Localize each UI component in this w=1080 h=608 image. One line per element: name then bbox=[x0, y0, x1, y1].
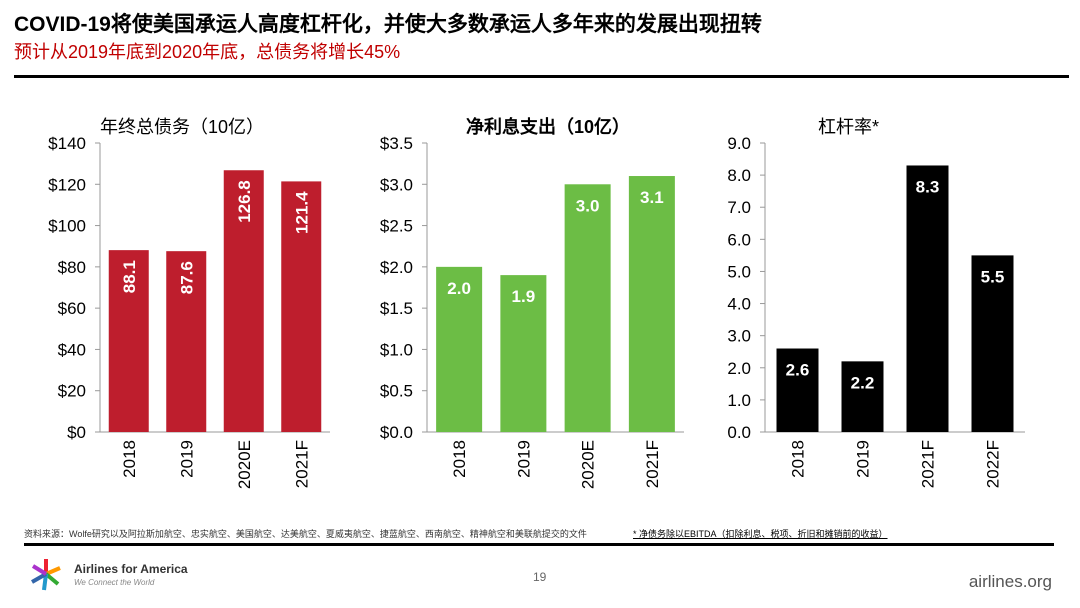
bar bbox=[906, 165, 949, 432]
y-tick-label: 3.0 bbox=[727, 327, 751, 346]
x-tick-label: 2019 bbox=[514, 440, 533, 478]
bottom-divider bbox=[24, 543, 1054, 546]
y-tick-label: 7.0 bbox=[727, 198, 751, 217]
chart-title-interest: 净利息支出（10亿） bbox=[466, 117, 631, 137]
y-tick-label: $2.0 bbox=[380, 258, 413, 277]
bar bbox=[108, 250, 149, 432]
y-tick-label: $0 bbox=[67, 423, 86, 442]
data-label: 3.0 bbox=[576, 196, 600, 215]
bar bbox=[776, 348, 819, 432]
bar bbox=[223, 170, 264, 432]
y-tick-label: 2.0 bbox=[727, 359, 751, 378]
data-label: 5.5 bbox=[981, 267, 1005, 286]
x-tick-label: 2019 bbox=[177, 440, 196, 478]
y-tick-label: $3.5 bbox=[380, 134, 413, 153]
x-tick-label: 2020E bbox=[579, 440, 598, 489]
chart-title-debt: 年终总债务（10亿） bbox=[100, 117, 265, 137]
logo-tagline: We Connect the World bbox=[74, 578, 155, 587]
y-tick-label: $1.5 bbox=[380, 299, 413, 318]
data-label: 2.6 bbox=[786, 361, 810, 380]
bar bbox=[971, 255, 1014, 432]
y-tick-label: $0.5 bbox=[380, 382, 413, 401]
y-tick-label: $100 bbox=[48, 217, 86, 236]
y-tick-label: $2.5 bbox=[380, 217, 413, 236]
bar bbox=[628, 176, 675, 432]
y-tick-label: 0.0 bbox=[727, 423, 751, 442]
bar bbox=[564, 184, 611, 432]
y-tick-label: $140 bbox=[48, 134, 86, 153]
y-tick-label: 6.0 bbox=[727, 230, 751, 249]
data-label: 2.0 bbox=[447, 279, 471, 298]
x-tick-label: 2019 bbox=[854, 440, 873, 478]
bar bbox=[281, 181, 322, 432]
website-link: airlines.org bbox=[968, 572, 1052, 591]
y-tick-label: 4.0 bbox=[727, 295, 751, 314]
footnote: * 净债务除以EBITDA（扣除利息、税项、折旧和摊销前的收益） bbox=[633, 529, 888, 539]
y-tick-label: $1.0 bbox=[380, 340, 413, 359]
x-tick-label: 2018 bbox=[120, 440, 139, 478]
y-tick-label: $120 bbox=[48, 175, 86, 194]
data-label: 1.9 bbox=[512, 287, 536, 306]
slide-title: COVID-19将使美国承运人高度杠杆化，并使大多数承运人多年来的发展出现扭转 bbox=[14, 13, 762, 36]
bar bbox=[436, 266, 483, 432]
x-tick-label: 2018 bbox=[789, 440, 808, 478]
y-tick-label: $80 bbox=[58, 258, 86, 277]
logo-text: Airlines for America bbox=[74, 562, 188, 576]
x-tick-label: 2020E bbox=[235, 440, 254, 489]
x-tick-label: 2021F bbox=[292, 440, 311, 488]
x-tick-label: 2021F bbox=[919, 440, 938, 488]
data-label: 88.1 bbox=[120, 260, 139, 293]
bar bbox=[841, 361, 884, 432]
data-label: 2.2 bbox=[851, 373, 875, 392]
y-tick-label: $0.0 bbox=[380, 423, 413, 442]
x-tick-label: 2018 bbox=[450, 440, 469, 478]
top-divider bbox=[14, 75, 1069, 78]
y-tick-label: 5.0 bbox=[727, 262, 751, 281]
y-tick-label: 9.0 bbox=[727, 134, 751, 153]
page-number: 19 bbox=[533, 570, 547, 584]
y-tick-label: 8.0 bbox=[727, 166, 751, 185]
chart-title-leverage: 杠杆率* bbox=[818, 117, 880, 137]
x-tick-label: 2021F bbox=[643, 440, 662, 488]
data-label: 8.3 bbox=[916, 177, 940, 196]
data-label: 126.8 bbox=[235, 180, 254, 223]
bar bbox=[166, 251, 207, 432]
data-label: 87.6 bbox=[177, 261, 196, 294]
slide-subtitle: 预计从2019年底到2020年底，总债务将增长45% bbox=[14, 42, 401, 62]
y-tick-label: $20 bbox=[58, 382, 86, 401]
data-label: 121.4 bbox=[292, 191, 311, 234]
y-tick-label: $3.0 bbox=[380, 175, 413, 194]
y-tick-label: 1.0 bbox=[727, 391, 751, 410]
y-tick-label: $60 bbox=[58, 299, 86, 318]
data-label: 3.1 bbox=[640, 188, 664, 207]
x-tick-label: 2022F bbox=[984, 440, 1003, 488]
source-note: 资料来源：Wolfe研究以及阿拉斯加航空、忠实航空、美国航空、达美航空、夏威夷航… bbox=[24, 529, 587, 539]
y-tick-label: $40 bbox=[58, 340, 86, 359]
airlines-logo-icon bbox=[31, 559, 61, 591]
bar bbox=[500, 275, 547, 432]
